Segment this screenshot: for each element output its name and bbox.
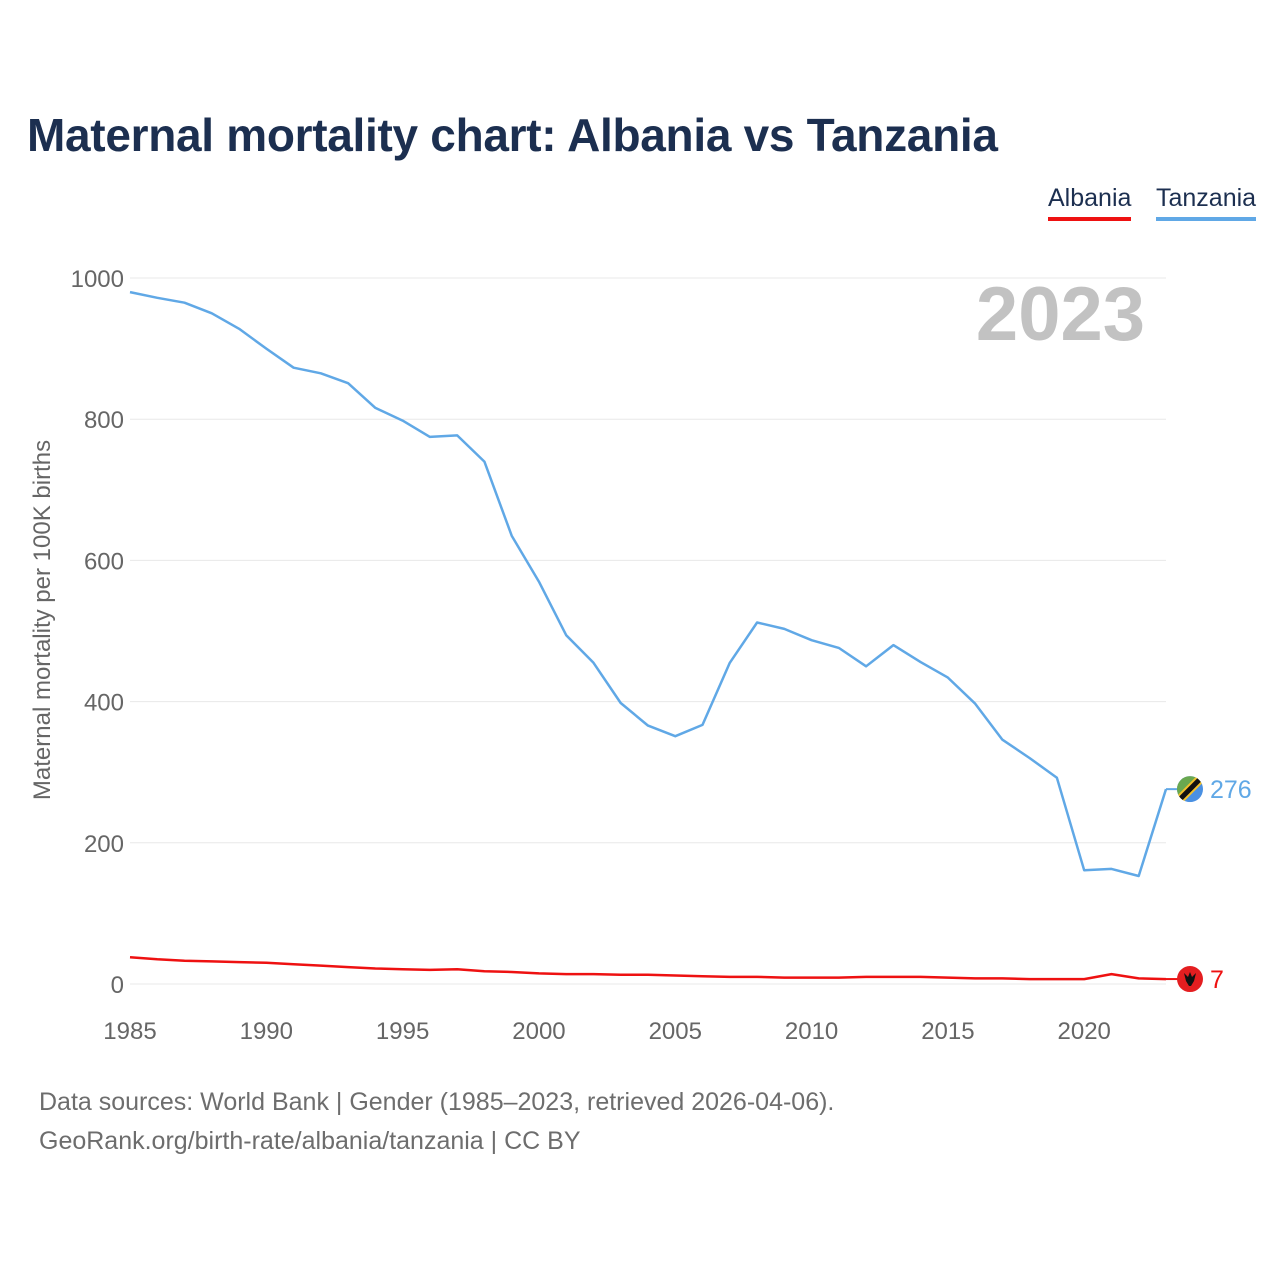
y-tick-400: 400 bbox=[84, 690, 124, 717]
x-tick-2010: 2010 bbox=[785, 1018, 838, 1045]
x-tick-2015: 2015 bbox=[921, 1018, 974, 1045]
y-tick-600: 600 bbox=[84, 548, 124, 575]
grid-lines bbox=[130, 277, 1166, 985]
legend-item-tanzania[interactable]: Tanzania bbox=[1156, 184, 1257, 221]
flag-icon-albania bbox=[1177, 966, 1203, 993]
credit-link[interactable]: GeoRank.org/birth-rate/albania/tanzania … bbox=[39, 1127, 581, 1155]
y-tick-0: 0 bbox=[111, 972, 124, 999]
series-line-tanzania bbox=[129, 290, 1168, 878]
series-lines bbox=[129, 290, 1168, 981]
x-tick-1990: 1990 bbox=[240, 1018, 293, 1045]
x-axis-ticks: 1985 1990 1995 2000 2005 2010 2015 2020 bbox=[103, 1018, 1111, 1045]
y-axis-ticks: 0 200 400 600 800 1000 bbox=[71, 266, 124, 999]
y-tick-200: 200 bbox=[84, 831, 124, 858]
series-line-albania bbox=[129, 955, 1167, 981]
x-tick-1985: 1985 bbox=[103, 1018, 156, 1045]
series-end-markers: 7 276 bbox=[1166, 776, 1252, 994]
y-tick-1000: 1000 bbox=[71, 266, 124, 293]
x-tick-2020: 2020 bbox=[1058, 1018, 1111, 1045]
y-tick-800: 800 bbox=[84, 407, 124, 434]
chart-title: Maternal mortality chart: Albania vs Tan… bbox=[27, 109, 998, 161]
end-label-albania: 7 bbox=[1210, 966, 1224, 994]
y-axis-label: Maternal mortality per 100K births bbox=[29, 440, 56, 800]
end-label-tanzania: 276 bbox=[1210, 776, 1252, 804]
flag-icon-tanzania bbox=[1177, 776, 1203, 803]
x-tick-1995: 1995 bbox=[376, 1018, 429, 1045]
year-label: 2023 bbox=[976, 272, 1145, 357]
x-tick-2000: 2000 bbox=[512, 1018, 565, 1045]
data-source-note: Data sources: World Bank | Gender (1985–… bbox=[39, 1088, 835, 1116]
legend-item-albania[interactable]: Albania bbox=[1048, 184, 1132, 221]
x-tick-2005: 2005 bbox=[649, 1018, 702, 1045]
